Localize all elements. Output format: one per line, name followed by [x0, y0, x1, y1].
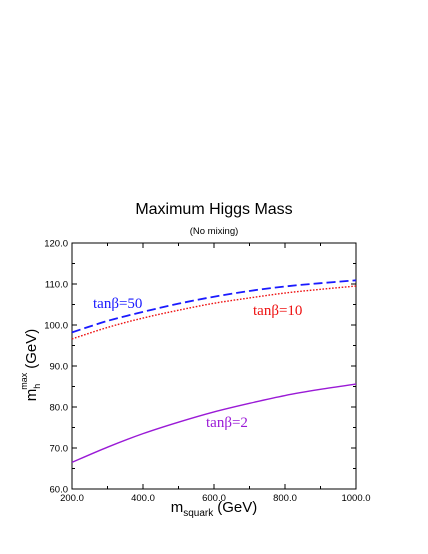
- y-tick-label: 60.0: [50, 485, 69, 496]
- series-label-tanb-2: tanβ=2: [206, 415, 248, 431]
- x-axis-label-sub: squark: [183, 508, 214, 519]
- y-tick-label: 110.0: [45, 280, 68, 291]
- y-tick-label: 90.0: [50, 362, 69, 373]
- series-line-2: [71, 383, 357, 463]
- series-label-tanb-10: tanβ=10: [253, 303, 302, 319]
- x-tick-label: 1000.0: [341, 493, 370, 504]
- series-lines: [71, 279, 357, 463]
- x-tick-label: 400.0: [131, 493, 155, 504]
- x-tick-label: 600.0: [202, 493, 226, 504]
- y-tick-label: 70.0: [50, 444, 69, 455]
- x-tick-label: 800.0: [273, 493, 297, 504]
- series-label-tanb-50: tanβ=50: [93, 296, 142, 312]
- y-tick-label: 120.0: [44, 239, 68, 250]
- y-axis-label: mhmax (GeV): [19, 329, 42, 402]
- y-axis-label-main: m: [23, 389, 40, 402]
- series-line-0: [71, 279, 357, 334]
- chart-subtitle: (No mixing): [190, 226, 239, 237]
- x-axis-label-main: m: [171, 499, 184, 516]
- y-tick-label: 100.0: [44, 321, 68, 332]
- plot-frame: [71, 242, 357, 490]
- x-axis-label: msquark (GeV): [171, 499, 258, 519]
- y-axis-label-unit: (GeV): [23, 329, 40, 369]
- series-line-1: [71, 285, 357, 340]
- axis-tick-labels: 200.0 400.0 600.0 800.0 1000.0 60.0 70.0 80.0 90…: [44, 239, 370, 505]
- x-tick-label: 200.0: [60, 493, 84, 504]
- axis-ticks: [71, 242, 357, 490]
- y-tick-label: 80.0: [50, 403, 69, 414]
- y-axis-label-sub: h: [32, 384, 42, 389]
- chart-title: Maximum Higgs Mass: [135, 201, 292, 218]
- x-axis-label-unit: (GeV): [217, 499, 257, 516]
- y-axis-label-sup: max: [19, 372, 29, 390]
